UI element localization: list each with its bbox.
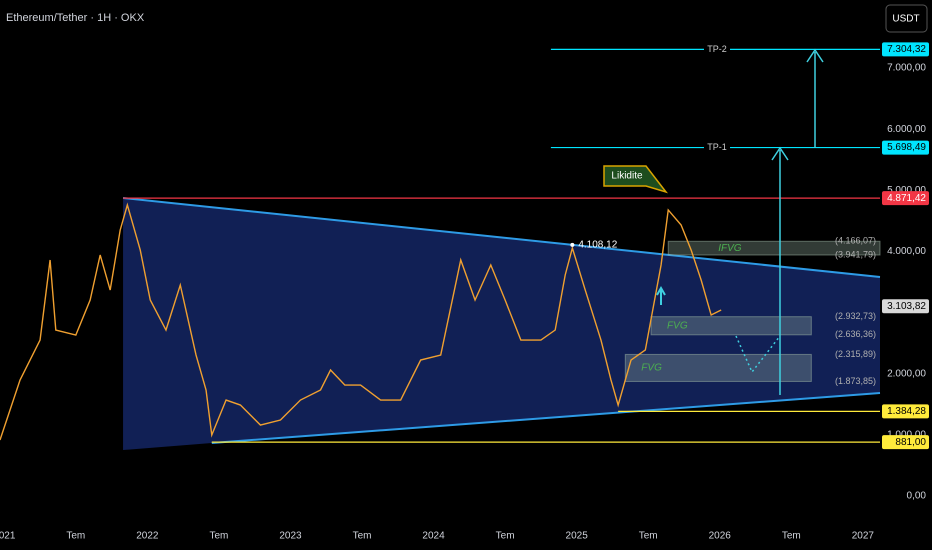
level-price-box xyxy=(882,140,929,155)
x-tick-label: Tem xyxy=(639,531,658,542)
y-tick-label: 1.000,00 xyxy=(887,430,926,441)
x-tick-label: Tem xyxy=(782,531,801,542)
overlays: Likidite xyxy=(603,48,824,395)
zone-top-label: (4.166,07) xyxy=(835,236,876,246)
triangle-area xyxy=(123,197,881,451)
projection-arrow xyxy=(806,48,824,148)
trendline xyxy=(211,391,881,445)
x-tick-label: 2027 xyxy=(852,531,875,542)
currency-button-label[interactable]: USDT xyxy=(892,14,919,25)
y-tick-label: 4.000,00 xyxy=(887,246,926,257)
x-tick-label: 2026 xyxy=(709,531,732,542)
x-tick-label: 2024 xyxy=(422,531,445,542)
level-price-label: 5.698,49 xyxy=(887,142,926,153)
level-price-label: 3.103,82 xyxy=(887,301,926,312)
x-tick-label: 2021 xyxy=(0,531,16,542)
y-tick-label: 2.000,00 xyxy=(887,368,926,379)
x-tick-label: Tem xyxy=(353,531,372,542)
level-price-label: 881,00 xyxy=(895,437,926,448)
zone-bottom-label: (3.941,79) xyxy=(835,249,876,259)
level-name: TP-2 xyxy=(707,44,727,54)
callout-text: Likidite xyxy=(611,171,643,182)
zone-top-label: (2.315,89) xyxy=(835,349,876,359)
x-tick-label: Tem xyxy=(209,531,228,542)
currency-button[interactable] xyxy=(885,4,928,33)
zone-name: FVG xyxy=(641,363,662,374)
x-tick-label: 2023 xyxy=(279,531,302,542)
x-tick-label: Tem xyxy=(496,531,515,542)
fvg-zone xyxy=(650,316,812,336)
y-tick-label: 5.000,00 xyxy=(887,185,926,196)
chart-title: Ethereum/Tether · 1H · OKX xyxy=(6,12,145,24)
callout-bubble xyxy=(603,165,669,194)
fvg-zone xyxy=(667,240,881,256)
level-price-box xyxy=(882,404,929,419)
zone-name: FVG xyxy=(667,320,688,331)
zone-name: IFVG xyxy=(718,243,742,254)
price-axis: 2021 Tem 2022 Tem 2023 Tem 2024 Tem 2025 Tem 2026 T… xyxy=(0,42,929,542)
x-tick-label: 2022 xyxy=(136,531,159,542)
y-tick-label: 7.000,00 xyxy=(887,63,926,74)
x-tick-label: 2025 xyxy=(566,531,589,542)
level-price-box xyxy=(882,435,929,450)
level-price-label: 1.384,28 xyxy=(887,406,926,417)
signal-arrow xyxy=(656,285,666,305)
zone-bottom-label: (2.636,36) xyxy=(835,329,876,339)
x-tick-label: Tem xyxy=(66,531,85,542)
level-price-label: 4.871,42 xyxy=(887,193,926,204)
level-price-label: 7.304,32 xyxy=(887,44,926,55)
zone-top-label: (2.932,73) xyxy=(835,311,876,321)
level-name: TP-1 xyxy=(707,142,727,152)
zone-bottom-label: (1.873,85) xyxy=(835,376,876,386)
level-price-box xyxy=(882,299,929,314)
level-price-box xyxy=(882,191,929,206)
level-name-bg xyxy=(704,43,730,56)
y-tick-label: 6.000,00 xyxy=(887,124,926,135)
trendline xyxy=(122,197,881,278)
level-price-box xyxy=(882,42,929,57)
peak-marker xyxy=(570,242,575,247)
level-name-bg xyxy=(704,141,730,154)
peak-label: 4.108,12 xyxy=(578,239,617,250)
projection-arrow xyxy=(771,146,789,395)
y-tick-label: 0,00 xyxy=(907,491,927,502)
price-line xyxy=(0,202,722,441)
